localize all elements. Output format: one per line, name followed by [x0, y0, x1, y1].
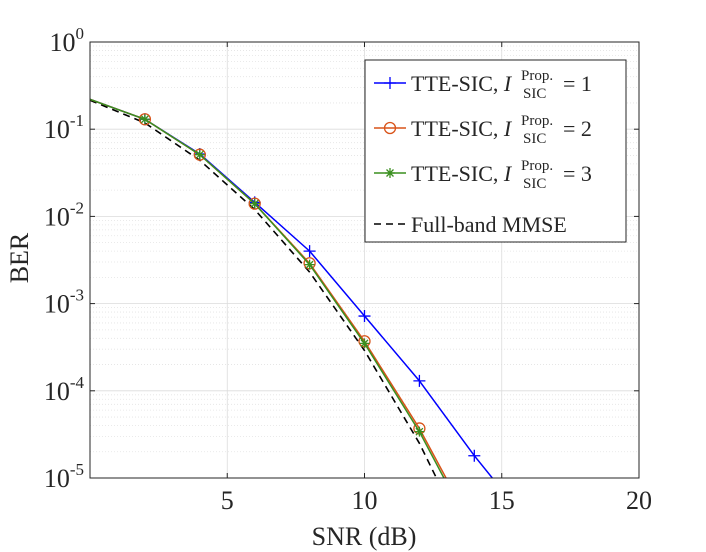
y-tick-label: 10-5	[44, 460, 84, 493]
data-point-marker	[248, 197, 261, 210]
x-tick-label: 5	[221, 486, 234, 515]
series-line	[90, 98, 445, 478]
series-3	[90, 98, 479, 540]
y-tick-base: 10	[44, 115, 70, 144]
y-tick-label: 10-1	[44, 111, 84, 144]
y-tick-base: 10	[44, 464, 70, 493]
x-tick-label: 10	[352, 486, 378, 515]
axis-ticks	[90, 41, 640, 479]
y-tick-exponent: -5	[70, 460, 84, 479]
data-point-marker	[414, 426, 425, 437]
legend-subscript: SIC	[523, 131, 546, 147]
legend: TTE-SIC, I Prop. SIC = 1 TTE-SIC, I Prop. SIC =…	[364, 59, 627, 243]
legend-prefix: TTE-SIC,	[411, 71, 504, 96]
legend-label: TTE-SIC, I	[411, 116, 513, 141]
series-4	[90, 99, 438, 478]
x-tick-labels: 5 10 15 20	[221, 486, 652, 515]
data-point-marker	[384, 77, 396, 89]
series-group	[90, 98, 535, 540]
data-point-marker	[194, 149, 205, 160]
legend-prefix: TTE-SIC,	[411, 161, 504, 186]
y-tick-exponent: 0	[76, 24, 85, 43]
data-point-marker	[138, 113, 152, 126]
legend-prefix: TTE-SIC,	[411, 116, 504, 141]
legend-entry-3: TTE-SIC, I Prop. SIC = 3	[374, 158, 592, 192]
series-line	[90, 99, 438, 478]
x-axis-label: SNR (dB)	[312, 522, 417, 551]
y-tick-label: 10-2	[44, 198, 84, 231]
legend-suffix: = 3	[563, 161, 592, 186]
y-tick-label: 10-3	[44, 286, 84, 319]
legend-label: TTE-SIC, I	[411, 161, 513, 186]
legend-variable: I	[503, 116, 513, 141]
legend-entry-4: Full-band MMSE	[374, 212, 567, 237]
data-point-marker	[249, 198, 260, 209]
legend-superscript: Prop.	[521, 68, 553, 84]
data-point-marker	[358, 310, 371, 323]
y-tick-exponent: -1	[70, 111, 84, 130]
data-point-marker	[139, 114, 150, 125]
legend-suffix: = 2	[563, 116, 592, 141]
legend-entry-2: TTE-SIC, I Prop. SIC = 2	[374, 113, 592, 147]
data-point-marker	[469, 525, 480, 536]
legend-suffix: = 1	[563, 71, 592, 96]
legend-entry-1: TTE-SIC, I Prop. SIC = 1	[374, 68, 592, 102]
data-point-marker	[383, 121, 397, 135]
x-tick-label: 20	[626, 486, 652, 515]
legend-label: TTE-SIC, I	[411, 71, 513, 96]
y-tick-exponent: -3	[70, 286, 84, 305]
data-point-marker	[303, 245, 316, 258]
y-tick-label: 10-4	[44, 373, 85, 406]
data-point-marker	[413, 374, 426, 387]
y-tick-label: 100	[50, 24, 85, 57]
y-tick-base: 10	[44, 202, 70, 231]
y-tick-exponent: -4	[70, 373, 85, 392]
data-point-marker	[523, 518, 535, 530]
data-point-marker	[304, 259, 315, 270]
data-point-marker	[385, 168, 395, 178]
legend-variable: I	[503, 71, 513, 96]
data-point-marker	[469, 530, 479, 540]
legend-subscript: SIC	[523, 86, 546, 102]
data-point-marker	[359, 338, 370, 349]
legend-variable: I	[503, 161, 513, 186]
legend-superscript: Prop.	[521, 113, 553, 129]
y-axis-label: BER	[5, 232, 34, 283]
data-point-marker	[468, 449, 481, 462]
legend-box	[364, 59, 627, 243]
legend-superscript: Prop.	[521, 158, 553, 174]
y-tick-exponent: -2	[70, 198, 84, 217]
legend-subscript: SIC	[523, 176, 546, 192]
y-tick-base: 10	[50, 28, 76, 57]
legend-label: Full-band MMSE	[411, 212, 567, 237]
data-point-marker	[193, 148, 206, 161]
y-tick-base: 10	[44, 377, 70, 406]
x-tick-label: 15	[489, 486, 515, 515]
y-tick-base: 10	[44, 290, 70, 319]
